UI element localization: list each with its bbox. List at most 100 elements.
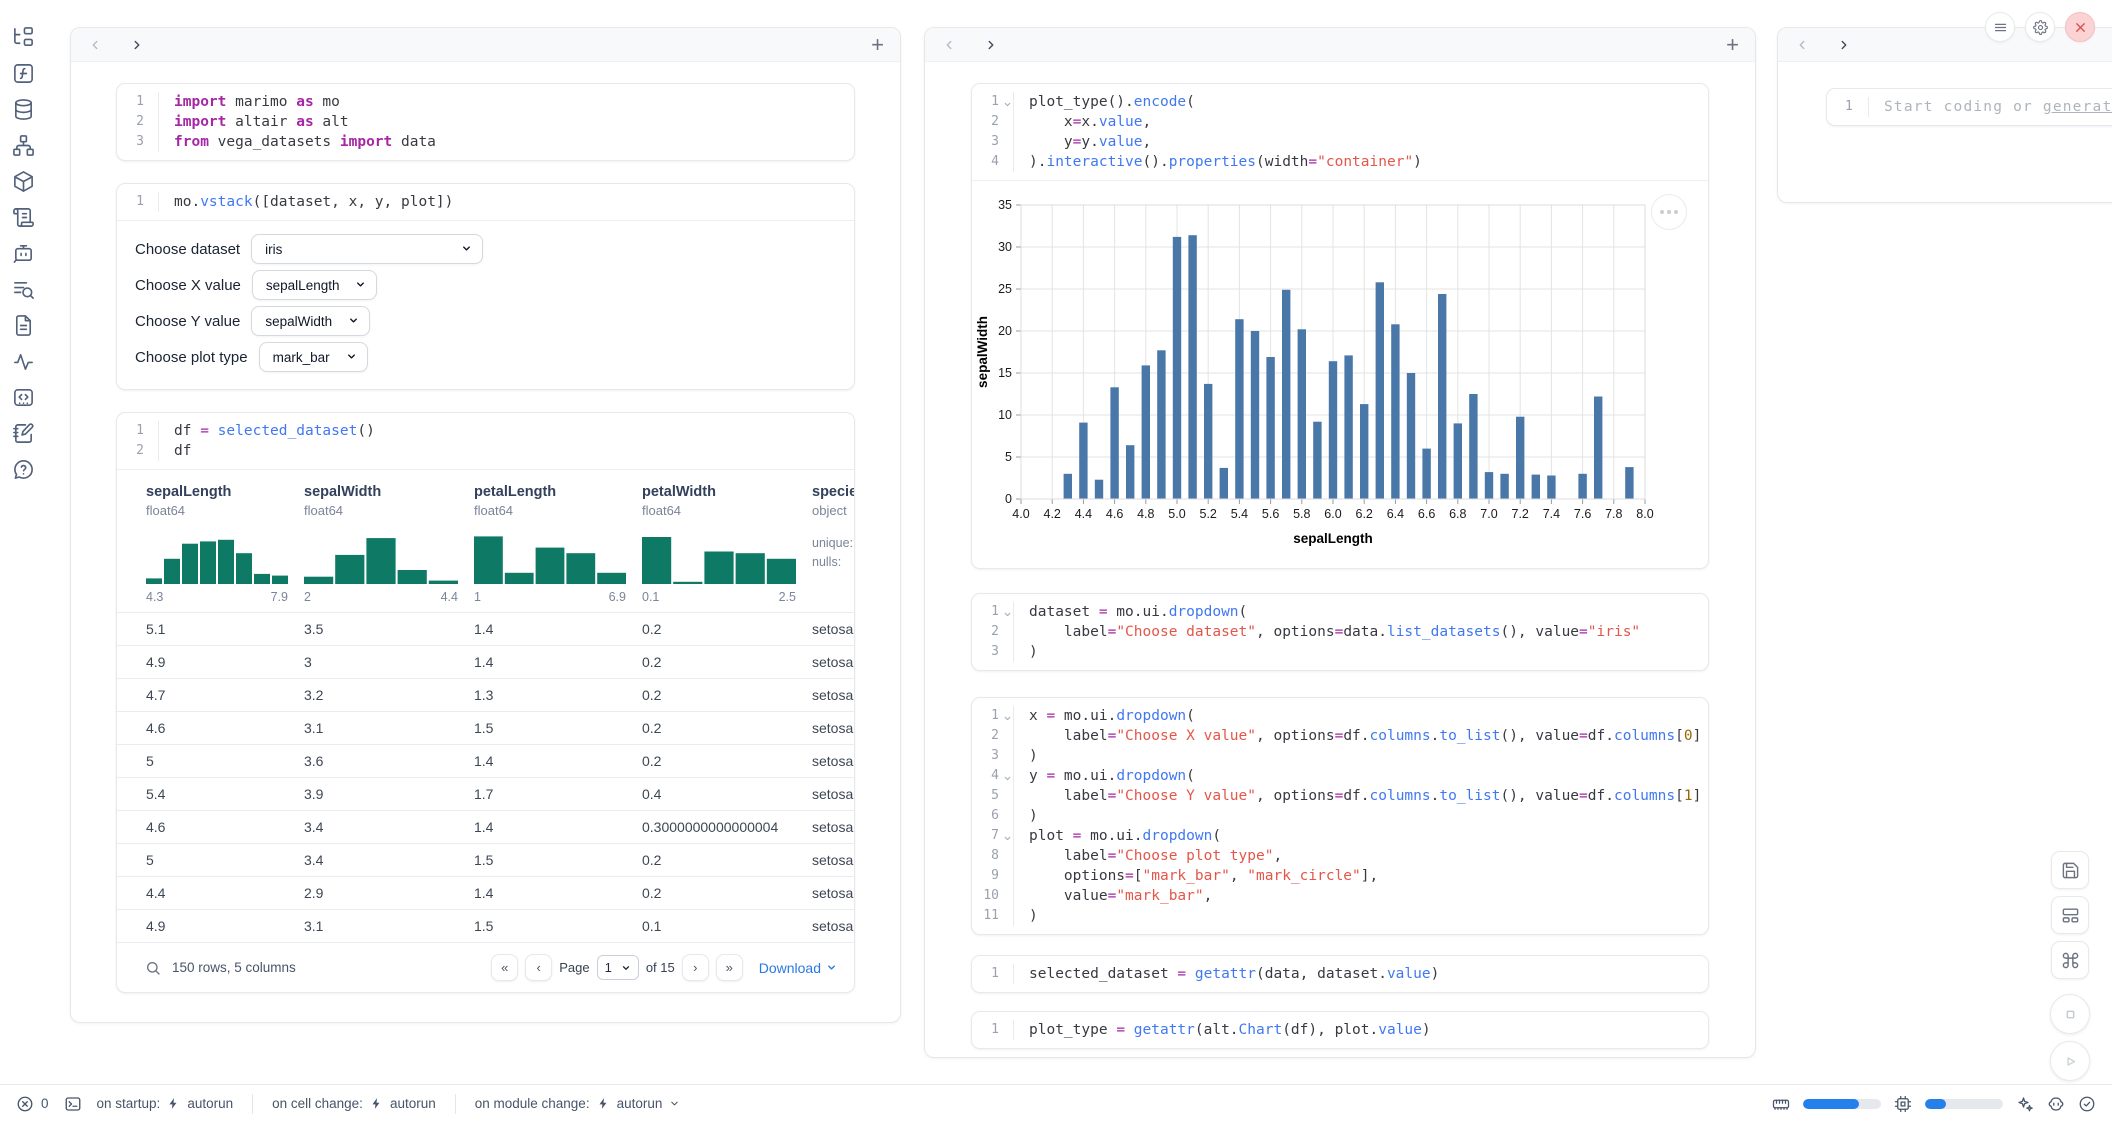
notebook-cell[interactable]: 1mo.vstack([dataset, x, y, plot])Choose … <box>116 183 855 390</box>
code-editor[interactable]: 1import marimo as mo2import altair as al… <box>117 84 854 160</box>
function-square-icon[interactable] <box>12 62 35 85</box>
runtime-on-startup[interactable]: on startup: autorun <box>97 1096 234 1111</box>
code-line[interactable]: 8 label="Choose plot type", <box>972 846 1708 866</box>
code-line[interactable]: 11) <box>972 906 1708 926</box>
code-line[interactable]: 9 options=["mark_bar", "mark_circle"], <box>972 866 1708 886</box>
code-editor[interactable]: 1plot_type().encode(2 x=x.value,3 y=y.va… <box>972 84 1708 180</box>
code-line[interactable]: 2import altair as alt <box>117 112 854 132</box>
file-text-icon[interactable] <box>12 314 35 337</box>
download-button[interactable]: Download <box>759 960 837 976</box>
dropdown-select[interactable]: mark_bar <box>259 342 368 372</box>
dropdown-select[interactable]: sepalWidth <box>251 306 370 336</box>
code-line[interactable]: 2 label="Choose X value", options=df.col… <box>972 726 1708 746</box>
code-line[interactable]: 1selected_dataset = getattr(data, datase… <box>972 964 1708 984</box>
notebook-cell[interactable]: 1Start coding or generate with AI <box>1826 88 2112 126</box>
code-line[interactable]: 3) <box>972 642 1708 662</box>
save-button[interactable] <box>2051 851 2089 889</box>
code-line[interactable]: 1x = mo.ui.dropdown( <box>972 706 1708 726</box>
code-line[interactable]: 3) <box>972 746 1708 766</box>
table-row[interactable]: 5.43.91.70.4setosa <box>117 777 854 810</box>
layout-button[interactable] <box>2051 896 2089 934</box>
notebook-pen-icon[interactable] <box>12 422 35 445</box>
keyboard-shortcuts-button[interactable] <box>2051 941 2089 979</box>
table-row[interactable]: 4.63.11.50.2setosa <box>117 711 854 744</box>
code-editor[interactable]: 1dataset = mo.ui.dropdown(2 label="Choos… <box>972 594 1708 670</box>
table-row[interactable]: 53.41.50.2setosa <box>117 843 854 876</box>
code-line[interactable]: 4y = mo.ui.dropdown( <box>972 766 1708 786</box>
run-button[interactable] <box>2050 1041 2090 1081</box>
code-editor[interactable]: 1df = selected_dataset()2df <box>117 413 854 469</box>
prev-page-button[interactable]: ‹ <box>525 954 552 981</box>
table-row[interactable]: 4.93.11.50.1setosa <box>117 909 854 942</box>
column-next-button[interactable] <box>983 37 999 53</box>
code-line[interactable]: 3 y=y.value, <box>972 132 1708 152</box>
terminal-icon[interactable] <box>64 1095 82 1113</box>
add-cell-button[interactable]: + <box>1726 34 1739 56</box>
first-page-button[interactable]: « <box>491 954 518 981</box>
table-row[interactable]: 4.931.40.2setosa <box>117 645 854 678</box>
connection-check-icon[interactable] <box>2078 1095 2096 1113</box>
column-header[interactable]: speciesobjectunique:nulls: <box>812 484 855 604</box>
runtime-on-module-change[interactable]: on module change: autorun <box>475 1096 681 1111</box>
code-editor[interactable]: 1selected_dataset = getattr(data, datase… <box>972 956 1708 992</box>
column-header[interactable]: petalWidthfloat640.12.5 <box>642 484 812 604</box>
table-row[interactable]: 4.63.41.40.3000000000000004setosa <box>117 810 854 843</box>
code-line[interactable]: 3from vega_datasets import data <box>117 132 854 152</box>
code-line[interactable]: 2 label="Choose dataset", options=data.l… <box>972 622 1708 642</box>
table-row[interactable]: 4.73.21.30.2setosa <box>117 678 854 711</box>
dropdown-select[interactable]: sepalLength <box>252 270 378 300</box>
network-icon[interactable] <box>12 134 35 157</box>
table-row[interactable]: 53.61.40.2setosa <box>117 744 854 777</box>
code-line[interactable]: 6) <box>972 806 1708 826</box>
column-next-button[interactable] <box>1836 37 1852 53</box>
code-editor[interactable]: 1x = mo.ui.dropdown(2 label="Choose X va… <box>972 698 1708 934</box>
next-page-button[interactable]: › <box>682 954 709 981</box>
altair-bar-chart[interactable]: 4.04.24.44.64.85.05.25.45.65.86.06.26.46… <box>974 191 1707 557</box>
code-line[interactable]: 1plot_type().encode( <box>972 92 1708 112</box>
code-line[interactable]: 7plot = mo.ui.dropdown( <box>972 826 1708 846</box>
code-line[interactable]: 5 label="Choose Y value", options=df.col… <box>972 786 1708 806</box>
last-page-button[interactable]: » <box>716 954 743 981</box>
shutdown-button[interactable] <box>2065 12 2095 42</box>
notebook-cell[interactable]: 1x = mo.ui.dropdown(2 label="Choose X va… <box>971 697 1709 935</box>
help-bubble-icon[interactable] <box>12 458 35 481</box>
table-row[interactable]: 4.42.91.40.2setosa <box>117 876 854 909</box>
column-prev-button[interactable] <box>941 37 957 53</box>
column-prev-button[interactable] <box>87 37 103 53</box>
settings-gear-button[interactable] <box>2025 12 2055 42</box>
code-line[interactable]: 1Start coding or generate with AI <box>1827 97 2112 117</box>
scroll-icon[interactable] <box>12 206 35 229</box>
file-tree-icon[interactable] <box>12 26 35 49</box>
code-line[interactable]: 2 x=x.value, <box>972 112 1708 132</box>
page-select[interactable]: 1 <box>597 955 639 980</box>
code-line[interactable]: 2df <box>117 441 854 461</box>
code-editor[interactable]: 1plot_type = getattr(alt.Chart(df), plot… <box>972 1012 1708 1048</box>
runtime-on-cell-change[interactable]: on cell change: autorun <box>272 1096 436 1111</box>
database-icon[interactable] <box>12 98 35 121</box>
column-header[interactable]: petalLengthfloat6416.9 <box>474 484 642 604</box>
notebook-cell[interactable]: 1df = selected_dataset()2df sepalLengthfl… <box>116 412 855 993</box>
list-search-icon[interactable] <box>12 278 35 301</box>
code-line[interactable]: 1import marimo as mo <box>117 92 854 112</box>
table-row[interactable]: 5.13.51.40.2setosa <box>117 612 854 645</box>
column-header[interactable]: sepalLengthfloat644.37.9 <box>146 484 304 604</box>
notebook-cell[interactable]: 1plot_type().encode(2 x=x.value,3 y=y.va… <box>971 83 1709 569</box>
sparkles-icon[interactable] <box>2016 1095 2034 1113</box>
code-line[interactable]: 4).interactive().properties(width="conta… <box>972 152 1708 172</box>
code-line[interactable]: 1df = selected_dataset() <box>117 421 854 441</box>
bot-icon[interactable] <box>12 242 35 265</box>
column-header[interactable]: sepalWidthfloat6424.4 <box>304 484 474 604</box>
notebook-cell[interactable]: 1import marimo as mo2import altair as al… <box>116 83 855 161</box>
code-line[interactable]: 1dataset = mo.ui.dropdown( <box>972 602 1708 622</box>
menu-button[interactable] <box>1985 12 2015 42</box>
code-line[interactable]: 10 value="mark_bar", <box>972 886 1708 906</box>
code-line[interactable]: 1mo.vstack([dataset, x, y, plot]) <box>117 192 854 212</box>
code-line[interactable]: 1plot_type = getattr(alt.Chart(df), plot… <box>972 1020 1708 1040</box>
chart-actions-button[interactable] <box>1651 194 1687 230</box>
copilot-icon[interactable] <box>2047 1095 2065 1113</box>
search-icon[interactable] <box>145 960 161 976</box>
column-prev-button[interactable] <box>1794 37 1810 53</box>
package-icon[interactable] <box>12 170 35 193</box>
add-cell-button[interactable]: + <box>871 34 884 56</box>
notebook-cell[interactable]: 1dataset = mo.ui.dropdown(2 label="Choos… <box>971 593 1709 671</box>
